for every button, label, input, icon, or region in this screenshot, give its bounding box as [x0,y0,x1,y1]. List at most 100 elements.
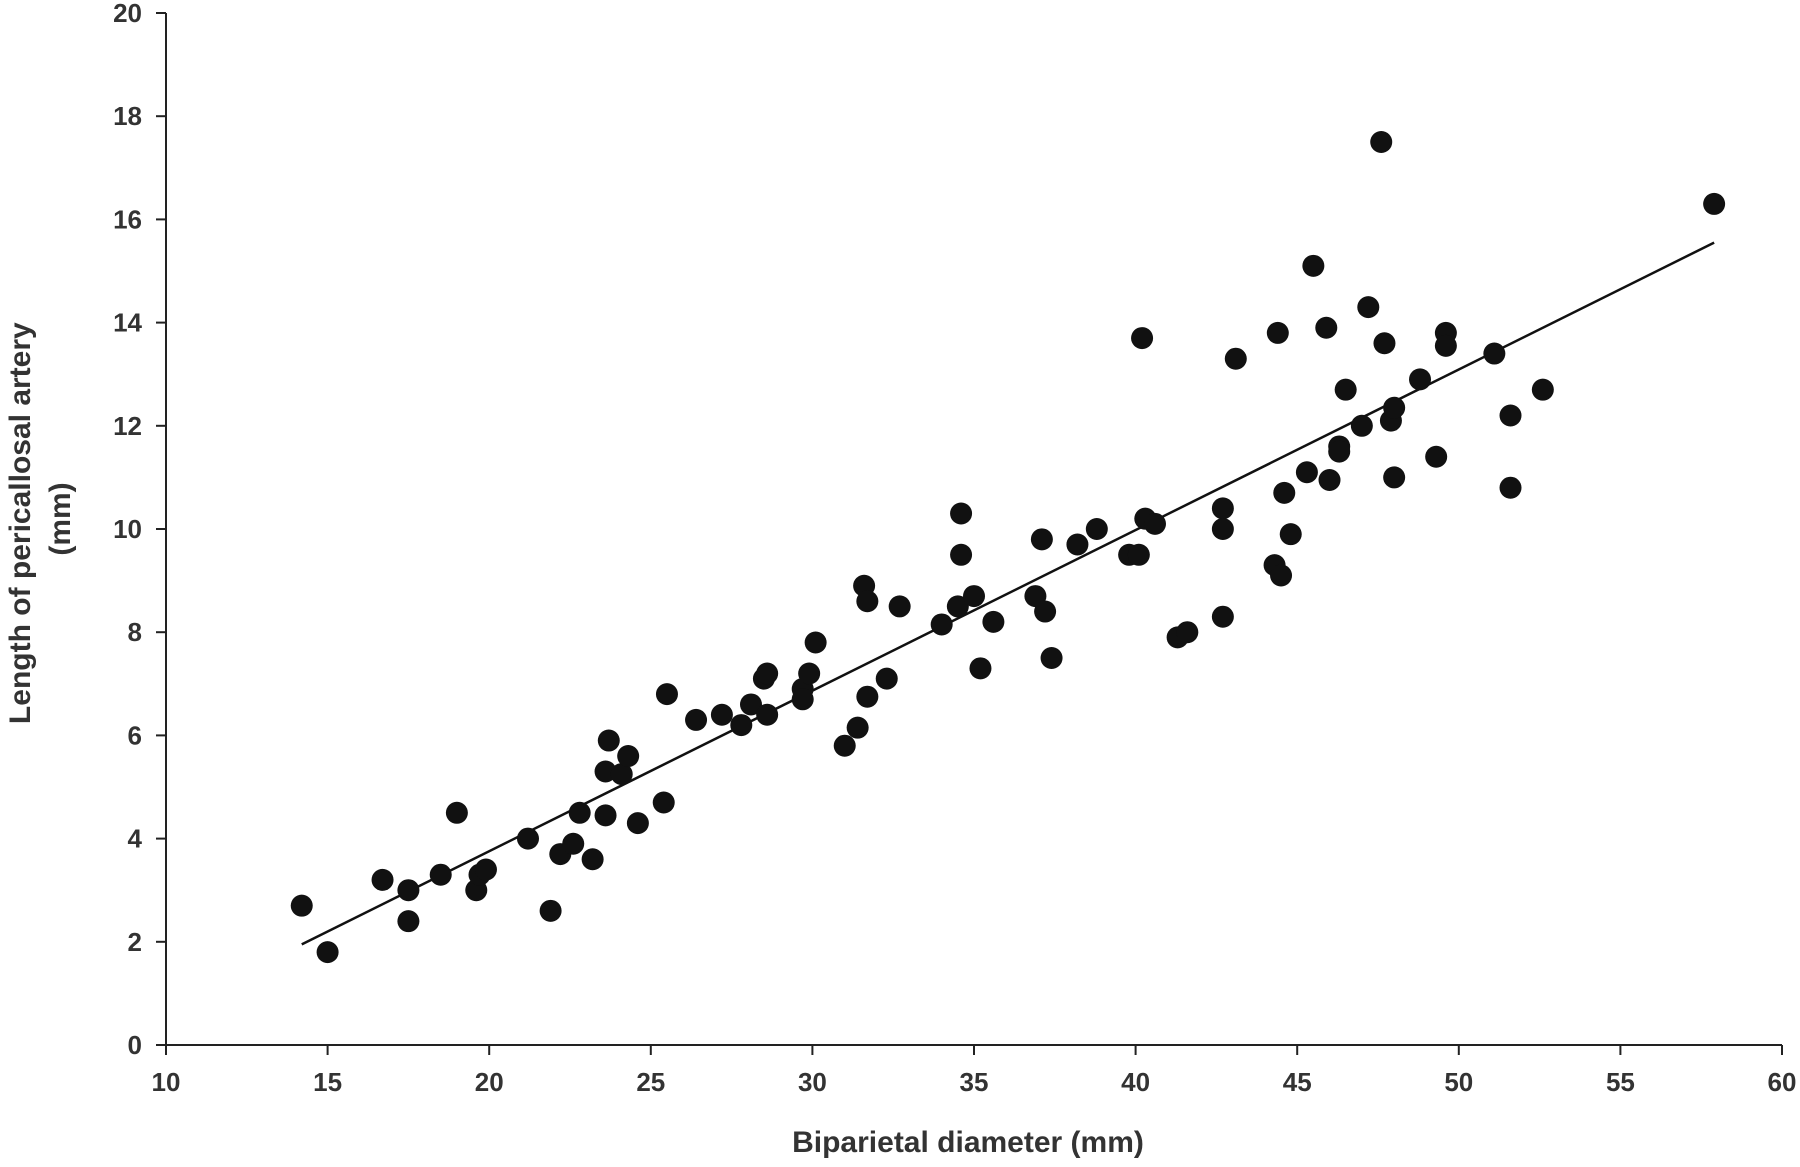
data-point [1131,327,1154,350]
data-point [1034,600,1057,623]
data-point [594,804,617,827]
data-point [963,585,985,608]
data-point [846,716,869,739]
x-tick-label: 30 [798,1067,827,1097]
data-point [950,502,973,525]
data-point [946,595,969,618]
y-axis: 0 2 4 6 8 10 12 14 16 18 20 [113,0,167,1060]
data-points [290,131,1726,964]
data-point [1030,528,1053,551]
y-tick-label: 16 [113,204,142,234]
data-point [316,941,339,964]
data-point [397,879,420,902]
y-axis-title: Length of pericallosal artery (mm) [4,314,77,724]
data-point [1328,440,1351,463]
data-point [1040,647,1063,669]
x-tick-label: 35 [960,1067,989,1097]
data-point [1425,445,1448,468]
y-tick-label: 18 [113,101,142,131]
data-point [1211,518,1234,540]
data-point [610,763,633,786]
data-point [1211,605,1234,628]
data-point [1066,533,1089,556]
data-point [756,703,779,726]
y-tick-label: 8 [128,617,142,647]
trendline-group [301,241,1715,946]
data-point [1383,466,1406,489]
data-point [626,812,649,835]
data-point [950,543,973,566]
data-point [756,662,779,685]
y-axis-title-line-1: Length of pericallosal artery [4,322,37,724]
x-tick-label: 55 [1606,1067,1635,1097]
data-point [1315,316,1338,339]
data-point [429,863,452,886]
data-point [804,631,827,654]
data-point [856,590,879,613]
y-tick-label: 0 [128,1030,142,1060]
data-point [1266,321,1289,344]
data-point [739,693,762,716]
y-tick-label: 4 [128,824,143,854]
data-point [597,729,620,752]
data-point [969,657,992,680]
data-point [1279,523,1302,546]
data-point [1270,564,1293,587]
data-point [1176,621,1199,644]
data-point [445,801,468,824]
data-point [1383,396,1406,419]
data-point [1483,342,1506,365]
data-point [730,714,753,737]
x-axis: 10 15 20 25 30 35 40 45 50 55 60 [152,1044,1797,1097]
data-point [516,827,539,850]
x-tick-label: 25 [636,1067,665,1097]
y-tick-label: 2 [128,927,142,957]
y-tick-label: 12 [113,411,142,441]
data-point [930,613,953,636]
y-tick-label: 20 [113,0,142,28]
x-axis-title: Biparietal diameter (mm) [792,1126,1144,1159]
data-point [1302,254,1325,277]
data-point [539,899,562,922]
data-point [1434,334,1457,357]
data-point [1211,497,1234,520]
data-point [710,703,733,726]
data-point [1273,481,1296,504]
data-point [888,595,911,618]
x-tick-label: 20 [475,1067,504,1097]
regression-line [301,241,1715,946]
y-tick-label: 6 [128,720,142,750]
data-point [1318,468,1341,491]
data-point [856,685,879,708]
data-point [1703,192,1726,215]
x-tick-label: 15 [313,1067,342,1097]
data-point [1357,296,1380,319]
data-point [833,734,856,757]
data-point [290,894,313,917]
data-point [1295,461,1318,484]
data-point [685,708,708,731]
y-tick-label: 14 [113,308,142,338]
data-point [652,791,675,814]
data-point [1373,332,1396,355]
data-point [617,745,640,768]
data-point [1127,543,1150,566]
data-point [568,801,591,824]
data-point [791,688,814,711]
x-tick-label: 60 [1768,1067,1797,1097]
data-point [397,910,420,933]
data-point [1531,378,1554,401]
data-point [474,858,497,881]
y-tick-label: 10 [113,514,142,544]
data-point [655,683,678,706]
data-point [1499,476,1522,499]
data-point [1334,378,1357,401]
data-point [1499,404,1522,427]
data-point [1224,347,1247,370]
data-point [798,662,821,685]
data-point [982,610,1005,633]
data-point [594,760,617,783]
data-point [875,667,898,690]
data-point [562,832,585,855]
